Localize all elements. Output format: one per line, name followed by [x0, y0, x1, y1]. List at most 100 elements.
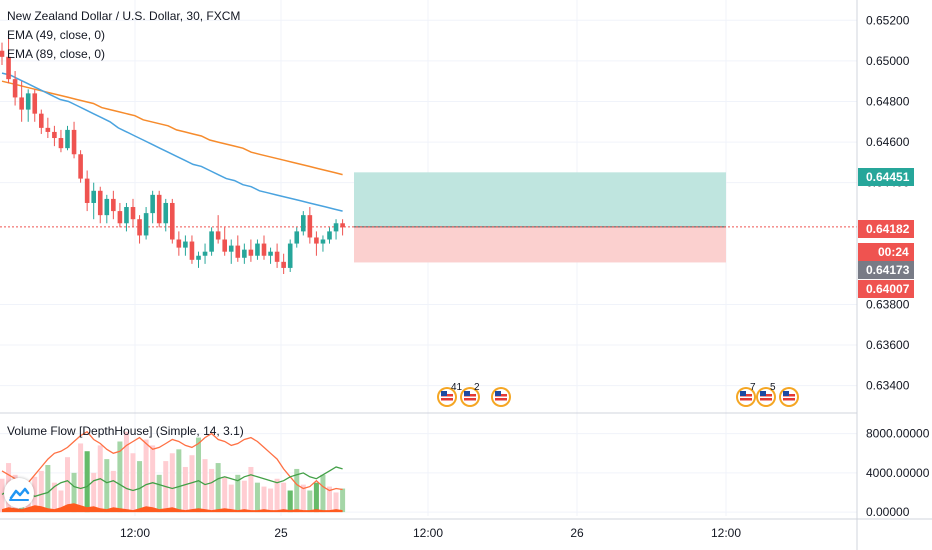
volume-bar	[202, 459, 208, 513]
candle-body	[222, 239, 227, 252]
price-tag: 0.64182	[858, 220, 914, 238]
candle-body	[130, 207, 136, 220]
position-zones	[0, 172, 857, 263]
price-tag-label: 0.64173	[866, 263, 910, 277]
x-tick-label: 25	[274, 526, 288, 540]
event-badge[interactable]: 41	[437, 382, 463, 407]
volume-bar	[104, 459, 110, 513]
candle	[261, 235, 267, 260]
price-tag-bg	[858, 243, 914, 261]
price-tag: 0.64451	[858, 168, 914, 186]
y-tick-label: 0.63600	[866, 338, 910, 352]
volume-bar	[228, 484, 234, 513]
candlesticks	[0, 38, 345, 275]
candle-body	[71, 129, 77, 155]
candle	[268, 247, 273, 264]
candle	[104, 194, 110, 224]
candle	[176, 231, 182, 256]
candle-body	[268, 251, 273, 256]
candle-body	[156, 194, 162, 224]
candle-body	[12, 79, 18, 98]
volume-bar	[38, 470, 44, 513]
candle	[12, 71, 18, 106]
ema89-line	[1, 80, 343, 176]
flag-canton	[760, 391, 766, 396]
ema49-line	[1, 72, 343, 212]
candle-body	[196, 255, 201, 260]
event-badge[interactable]	[779, 387, 799, 407]
y-tick-label: 0.65000	[866, 54, 910, 68]
candle-body	[183, 241, 188, 248]
candle-body	[58, 138, 64, 149]
volume-bar	[130, 453, 136, 513]
candle	[235, 235, 241, 262]
volume-bar-strong	[84, 451, 90, 513]
candle-body	[170, 202, 175, 240]
buy-flow-line	[1, 466, 343, 498]
candle-body	[261, 243, 267, 256]
price-tag: 0.64173	[858, 261, 914, 279]
candle	[32, 89, 38, 122]
candle	[117, 202, 123, 228]
cloud-icon	[9, 487, 30, 501]
flag-canton	[464, 391, 470, 396]
x-tick-label: 12:00	[120, 526, 150, 540]
candle	[281, 253, 286, 275]
candle-body	[19, 97, 24, 110]
economic-events[interactable]: 41 2 7 5	[437, 382, 799, 407]
price-tag-label: 0.64451	[866, 170, 910, 184]
volume-bar	[91, 472, 97, 513]
volume-bar	[143, 439, 149, 513]
candle	[0, 42, 5, 65]
x-tick-label: 26	[570, 526, 584, 540]
event-badge[interactable]: 7	[736, 382, 756, 407]
candle-body	[137, 219, 142, 236]
volume-bar	[254, 482, 260, 513]
volume-y-tick-label: 0.00000	[866, 505, 910, 519]
candle	[156, 190, 162, 228]
price-tag-bg	[858, 220, 914, 238]
candle	[6, 38, 11, 84]
y-tick-label: 0.65200	[866, 13, 910, 27]
volume-bar	[235, 474, 241, 513]
candle	[202, 243, 208, 264]
candle	[287, 239, 293, 272]
volume-bar	[65, 457, 70, 513]
volume-bar	[340, 488, 346, 513]
candle-body	[52, 131, 57, 139]
candle-body	[314, 237, 319, 244]
flag-stripe	[495, 398, 507, 401]
volume-bar	[189, 455, 195, 513]
tradingview-logo[interactable]	[4, 478, 34, 508]
y-tick-label: 0.64600	[866, 135, 910, 149]
volume-bar	[176, 449, 182, 513]
candle	[307, 207, 313, 244]
candle	[25, 89, 31, 122]
candle	[78, 150, 83, 183]
volume-bar	[0, 478, 5, 513]
candle-body	[301, 215, 306, 232]
volume-flow-legend[interactable]: Volume Flow [DepthHouse] (Simple, 14, 3.…	[7, 424, 244, 438]
volume-bar	[215, 463, 221, 513]
candle-body	[333, 223, 339, 232]
candle	[255, 239, 260, 260]
ema89-legend[interactable]: EMA (89, close, 0)	[7, 47, 106, 61]
candle-body	[78, 154, 83, 179]
candle-body	[320, 239, 326, 244]
ema49-legend[interactable]: EMA (49, close, 0)	[7, 28, 106, 42]
event-badge[interactable]	[491, 387, 511, 407]
event-badge[interactable]: 2	[460, 382, 480, 407]
price-tag: 0.64007	[858, 280, 914, 298]
candle-body	[209, 231, 214, 252]
volume-bar	[117, 441, 123, 513]
candle	[196, 251, 201, 268]
candle	[52, 125, 57, 147]
volume-y-tick-label: 4000.00000	[866, 466, 930, 480]
event-badge[interactable]: 5	[756, 382, 776, 407]
y-tick-label: 0.63400	[866, 379, 910, 393]
flag-canton	[441, 391, 447, 396]
candle-body	[189, 241, 195, 260]
volume-bar	[281, 482, 287, 513]
flag-stripe	[783, 398, 795, 401]
candle	[314, 231, 319, 256]
